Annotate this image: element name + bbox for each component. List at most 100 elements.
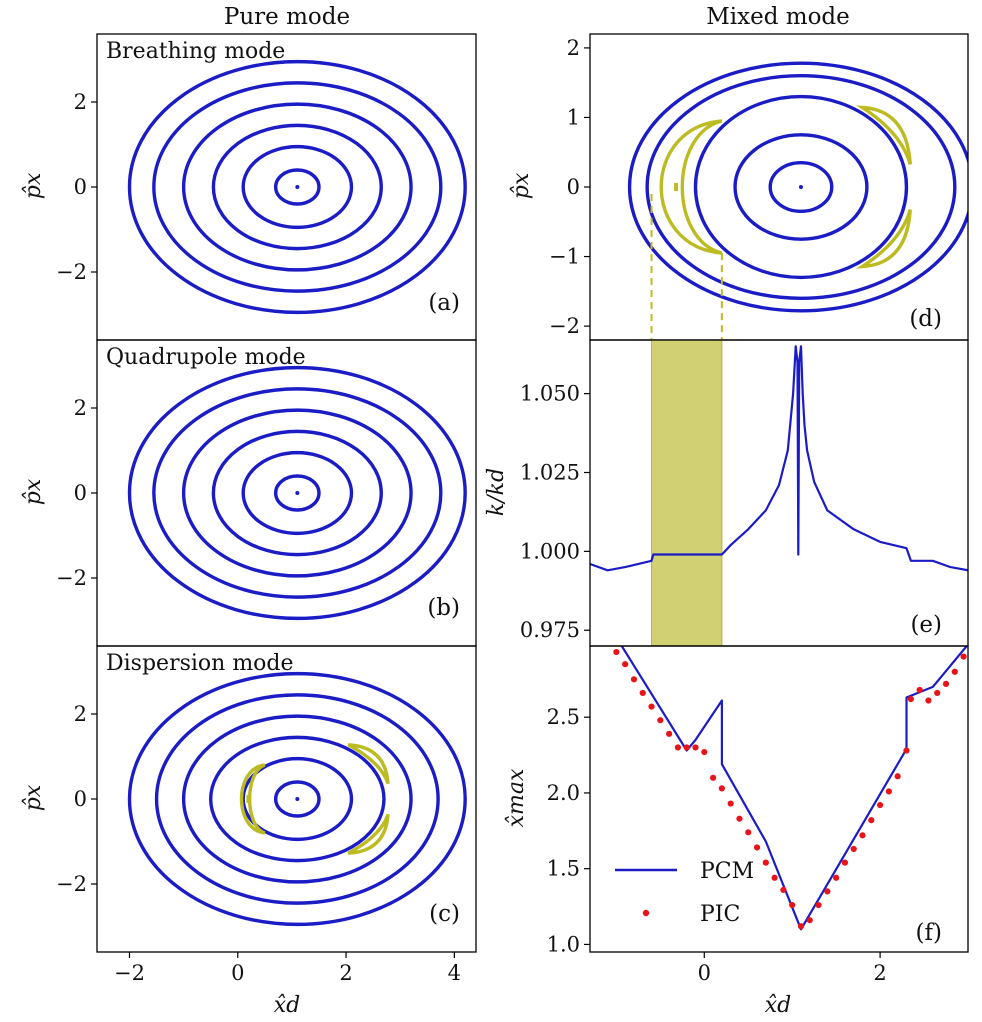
fixed-point-b	[295, 491, 300, 495]
ytick-label-e-2: 1.000	[520, 539, 580, 563]
mode-title-breathing: Breathing mode	[106, 39, 285, 64]
xlabel-f: x̂d	[765, 993, 792, 1018]
pic-point-17	[753, 844, 761, 851]
orbit-d-4	[645, 74, 957, 300]
pic-point-20	[780, 886, 787, 893]
plot-area-f	[613, 646, 968, 931]
ylabel-a: p̂x	[21, 172, 46, 199]
ytick-label-f-3: 2.0	[547, 781, 580, 805]
ytick-label-a-2: 0	[74, 175, 87, 199]
pic-point-21	[789, 901, 796, 909]
panel-label-f: (f)	[916, 920, 942, 946]
pic-point-39	[942, 680, 950, 687]
pic-point-28	[850, 845, 857, 853]
frame-c	[96, 645, 477, 953]
orbit-a-4	[181, 102, 413, 272]
pic-point-24	[815, 901, 822, 909]
panel-label-e: (e)	[910, 612, 942, 638]
orbit-b-2	[241, 450, 354, 536]
xtick-label-f-1: 0	[698, 961, 711, 985]
island-satellite-c-1	[347, 743, 390, 785]
ytick-label-d-2: −1	[549, 245, 580, 269]
ytick-label-b-2: 0	[74, 481, 87, 505]
legend-pcm-label: PCM	[700, 859, 754, 884]
pic-point-1	[613, 648, 620, 656]
pic-point-10	[692, 744, 699, 751]
island-crescent-c	[239, 763, 266, 835]
ytick-label-b-3: 2	[74, 396, 87, 420]
xtick-label-c-1: −2	[114, 961, 145, 985]
pic-point-16	[745, 829, 752, 836]
xtick-label-c-2: 0	[231, 961, 244, 985]
island-satellite-d-2	[855, 209, 912, 269]
fixed-point-a	[295, 185, 300, 189]
legend-pic-marker	[642, 909, 650, 917]
orbit-a-5	[152, 81, 443, 293]
pic-point-15	[736, 815, 743, 822]
ylabel-d: p̂x	[509, 172, 534, 199]
mode-title-dispersion: Dispersion mode	[106, 651, 294, 676]
pic-point-19	[771, 874, 778, 881]
frame-f	[589, 645, 969, 953]
pic-point-37	[925, 697, 932, 704]
pic-point-31	[876, 801, 884, 809]
orbit-b-5	[152, 387, 443, 599]
pic-point-2	[622, 661, 629, 668]
orbit-a-3	[211, 123, 383, 251]
plot-area-b	[127, 365, 467, 621]
xlabel-c: x̂d	[274, 993, 301, 1018]
xtick-label-c-4: 4	[448, 961, 461, 985]
island-satellite-c-2	[347, 813, 390, 855]
ytick-label-e-4: 1.050	[520, 382, 580, 406]
series-line-e-1	[590, 345, 968, 572]
panel-label-c: (c)	[429, 901, 460, 927]
plot-area-d	[627, 61, 968, 313]
orbit-d-1	[768, 160, 834, 214]
island-center-d	[674, 183, 679, 191]
pic-point-40	[951, 668, 958, 675]
xtick-label-c-3: 2	[339, 961, 352, 985]
ytick-label-b-1: −2	[56, 566, 87, 590]
panel-label-b: (b)	[427, 595, 460, 621]
resonance-band	[651, 340, 723, 646]
ytick-label-f-4: 2.5	[547, 705, 580, 729]
orbit-a-2	[241, 144, 354, 230]
panel-f: 1.0 1.5 2.0 2.5 0 2 PCM PIC	[547, 645, 969, 985]
pic-point-41	[960, 653, 967, 660]
pic-point-11	[701, 748, 708, 756]
col-title-mixed: Mixed mode	[706, 4, 850, 30]
panel-label-a: (a)	[428, 290, 460, 316]
island-center-c	[246, 795, 251, 803]
pic-point-25	[824, 888, 831, 895]
pic-point-36	[916, 686, 923, 694]
orbit-c-5	[154, 693, 440, 905]
pic-point-30	[868, 817, 875, 824]
ytick-label-f-1: 1.0	[547, 932, 580, 956]
orbit-c-3	[209, 735, 386, 863]
panel-b: −2 0 2	[56, 339, 477, 647]
ytick-label-c-3: 2	[74, 702, 87, 726]
pic-point-18	[762, 859, 769, 866]
orbit-b-6	[127, 365, 467, 621]
series-line-f-1	[620, 646, 968, 931]
fixed-point-d	[798, 185, 803, 189]
ytick-label-e-1: 0.975	[520, 618, 580, 642]
plot-area-e	[590, 340, 968, 646]
orbit-a-1	[273, 168, 321, 206]
pic-point-34	[903, 747, 910, 754]
panel-d: −2 −1 0 1 2	[549, 33, 969, 341]
ytick-label-d-4: 1	[567, 105, 580, 129]
ylabel-b: p̂x	[21, 478, 46, 505]
frame-e	[589, 339, 969, 647]
panel-label-d: (d)	[909, 306, 942, 332]
orbit-c-4	[181, 714, 413, 884]
ylabel-e: k/kd	[484, 468, 509, 516]
panel-e: 0.975 1.000 1.025 1.050	[520, 339, 969, 647]
pic-point-6	[657, 717, 664, 724]
ytick-label-a-3: 2	[74, 90, 87, 114]
pic-point-26	[833, 874, 840, 881]
ytick-label-e-3: 1.025	[520, 460, 580, 484]
fixed-point-c	[295, 797, 300, 801]
pic-point-3	[630, 676, 638, 683]
mode-title-quadrupole: Quadrupole mode	[106, 345, 306, 370]
